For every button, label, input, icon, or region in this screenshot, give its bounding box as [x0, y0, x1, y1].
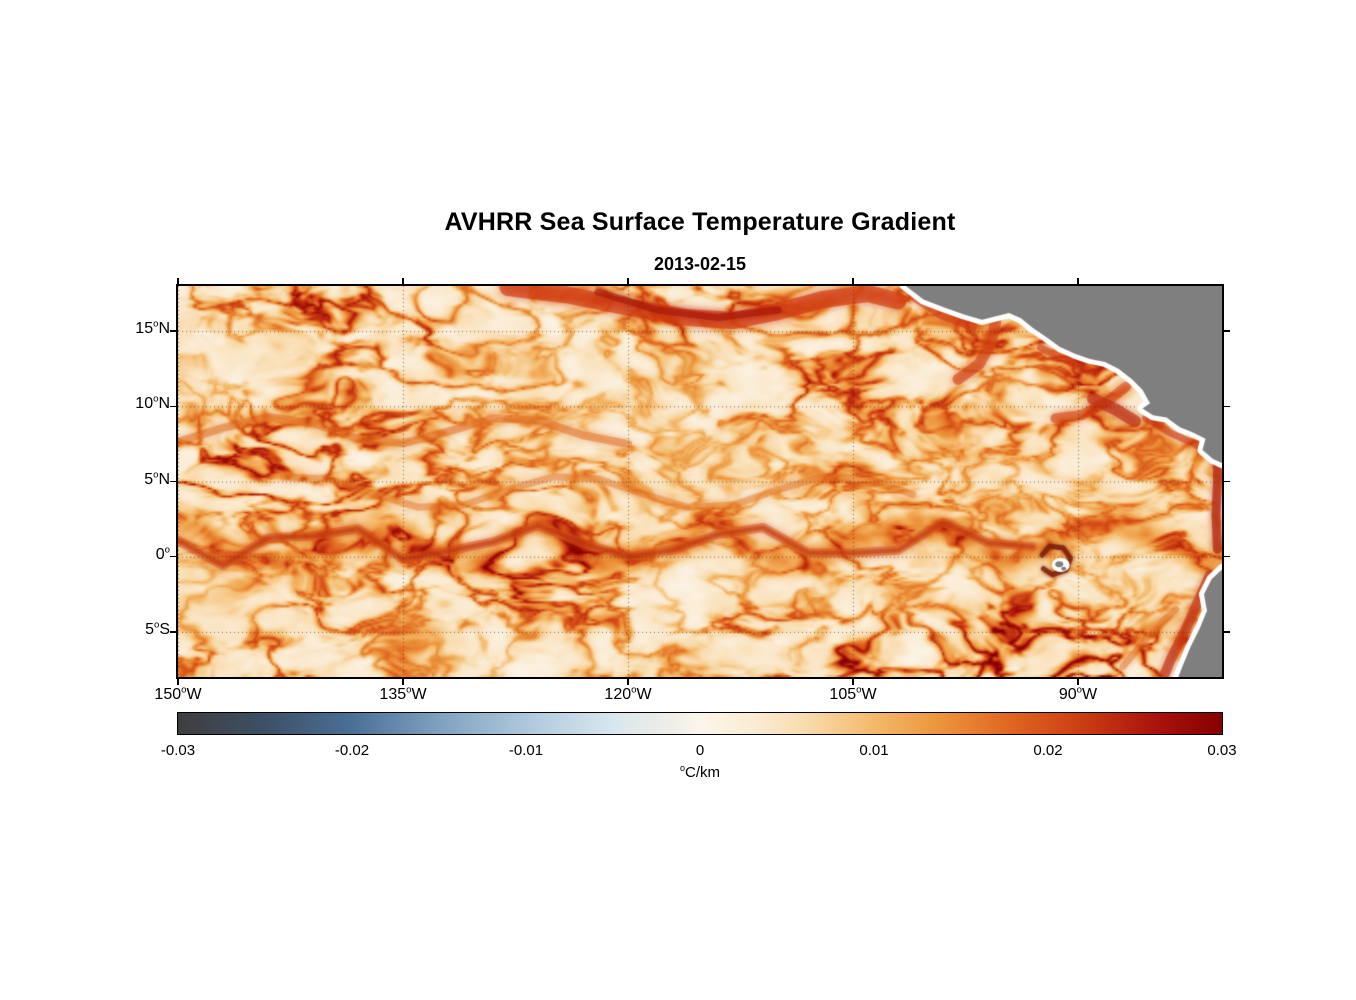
- x-tick-mark: [627, 278, 629, 284]
- y-tick-mark: [170, 405, 176, 408]
- y-tick-mark: [170, 555, 176, 558]
- y-tick-label: 0o: [155, 544, 170, 563]
- colorbar-tick-label: 0: [695, 742, 705, 759]
- colorbar-tick-label: -0.01: [508, 742, 544, 759]
- x-tick-mark: [627, 679, 629, 685]
- x-tick-mark: [1077, 679, 1079, 685]
- x-tick-label: 150oW: [154, 684, 202, 703]
- y-tick-label: 5oN: [144, 469, 170, 488]
- sst-gradient-heatmap-canvas: [178, 286, 1222, 677]
- x-tick-label: 90oW: [1058, 684, 1098, 703]
- y-tick-mark: [170, 330, 176, 332]
- y-tick-mark: [170, 631, 176, 633]
- y-tick-label: 5oS: [145, 619, 170, 638]
- y-tick-mark: [1224, 480, 1230, 483]
- x-tick-mark: [1077, 278, 1079, 284]
- colorbar-tick-label: -0.03: [160, 742, 196, 759]
- y-tick-mark: [1224, 330, 1230, 332]
- page-title: AVHRR Sea Surface Temperature Gradient: [444, 208, 956, 236]
- colorbar-tick-label: -0.02: [334, 742, 370, 759]
- y-tick-mark: [170, 480, 176, 483]
- colorbar-tick-label: 0.01: [859, 742, 889, 759]
- y-tick-mark: [1224, 631, 1230, 633]
- colorbar-tick-label: 0.03: [1207, 742, 1237, 759]
- y-tick-label: 15oN: [135, 318, 170, 338]
- y-tick-mark: [1224, 555, 1230, 558]
- y-tick-mark: [1224, 405, 1230, 408]
- x-tick-mark: [177, 679, 179, 685]
- figure-date: 2013-02-15: [653, 254, 747, 274]
- x-tick-mark: [852, 278, 854, 284]
- x-tick-mark: [177, 278, 179, 284]
- y-tick-label: 10oN: [135, 393, 170, 413]
- x-tick-label: 105oW: [829, 684, 877, 703]
- x-tick-label: 135oW: [379, 684, 427, 703]
- colorbar: [177, 712, 1223, 735]
- x-tick-label: 120oW: [604, 684, 652, 703]
- colorbar-units-label: oC/km: [679, 763, 720, 782]
- x-tick-mark: [402, 679, 404, 685]
- x-tick-mark: [402, 278, 404, 284]
- colorbar-tick-label: 0.02: [1033, 742, 1063, 759]
- x-tick-mark: [852, 679, 854, 685]
- map-axes-frame: [170, 278, 1230, 685]
